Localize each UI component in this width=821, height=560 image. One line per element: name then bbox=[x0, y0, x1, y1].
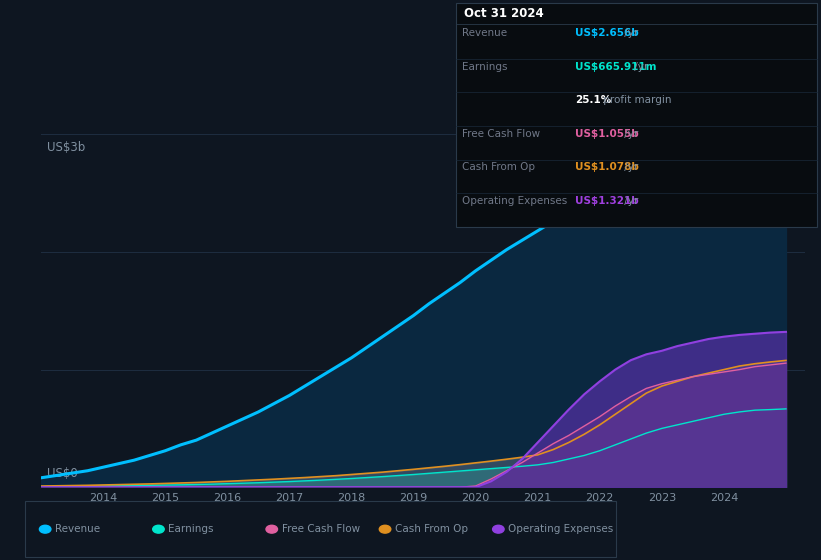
Text: Free Cash Flow: Free Cash Flow bbox=[462, 129, 540, 139]
Text: US$0: US$0 bbox=[47, 467, 78, 480]
Text: US$1.055b: US$1.055b bbox=[575, 129, 639, 139]
Text: /yr: /yr bbox=[631, 62, 648, 72]
Text: /yr: /yr bbox=[621, 162, 638, 172]
Text: Cash From Op: Cash From Op bbox=[395, 524, 468, 534]
Text: Earnings: Earnings bbox=[462, 62, 507, 72]
Text: 25.1%: 25.1% bbox=[575, 95, 611, 105]
Text: US$2.656b: US$2.656b bbox=[575, 28, 639, 38]
Text: Revenue: Revenue bbox=[462, 28, 507, 38]
Text: Earnings: Earnings bbox=[168, 524, 213, 534]
Text: US$665.911m: US$665.911m bbox=[575, 62, 656, 72]
Text: /yr: /yr bbox=[621, 129, 638, 139]
Text: Free Cash Flow: Free Cash Flow bbox=[282, 524, 360, 534]
Text: /yr: /yr bbox=[621, 28, 638, 38]
Text: US$1.321b: US$1.321b bbox=[575, 196, 639, 206]
Text: /yr: /yr bbox=[621, 196, 638, 206]
Text: profit margin: profit margin bbox=[600, 95, 672, 105]
Text: Oct 31 2024: Oct 31 2024 bbox=[464, 7, 544, 20]
Text: Operating Expenses: Operating Expenses bbox=[508, 524, 613, 534]
Text: Cash From Op: Cash From Op bbox=[462, 162, 535, 172]
Text: Operating Expenses: Operating Expenses bbox=[462, 196, 567, 206]
Text: US$1.078b: US$1.078b bbox=[575, 162, 639, 172]
Text: Revenue: Revenue bbox=[55, 524, 100, 534]
Text: US$3b: US$3b bbox=[47, 142, 85, 155]
